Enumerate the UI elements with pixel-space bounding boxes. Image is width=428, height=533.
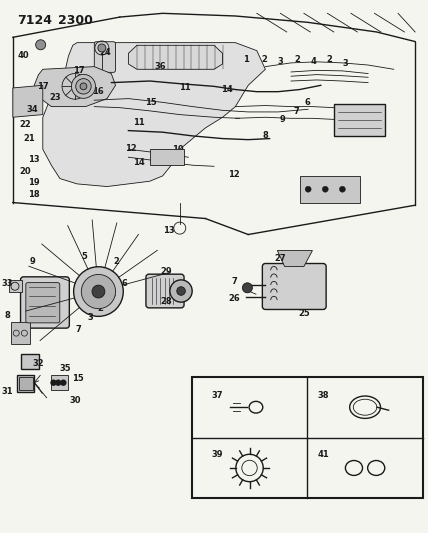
Text: 29: 29: [160, 268, 172, 276]
FancyBboxPatch shape: [26, 282, 60, 323]
Text: 35: 35: [59, 365, 71, 373]
Text: 30: 30: [69, 397, 80, 405]
Text: 33: 33: [2, 279, 13, 288]
Circle shape: [74, 266, 123, 317]
Text: 34: 34: [26, 105, 38, 114]
Bar: [11, 322, 30, 344]
Text: 6: 6: [121, 279, 127, 288]
Text: 26: 26: [229, 294, 241, 303]
Polygon shape: [34, 67, 116, 107]
Text: 25: 25: [298, 309, 310, 318]
Text: 41: 41: [317, 450, 329, 458]
Circle shape: [81, 274, 116, 309]
FancyBboxPatch shape: [262, 263, 326, 310]
FancyBboxPatch shape: [94, 42, 116, 72]
Text: 13: 13: [163, 227, 175, 235]
Text: 7: 7: [232, 277, 238, 286]
Circle shape: [61, 380, 66, 385]
Polygon shape: [13, 85, 43, 117]
Text: 27: 27: [274, 254, 286, 263]
Text: 11: 11: [179, 83, 191, 92]
Text: 22: 22: [20, 120, 32, 129]
Bar: [300, 176, 360, 203]
Text: 28: 28: [160, 297, 172, 305]
Bar: [334, 104, 385, 136]
Circle shape: [92, 285, 105, 298]
Text: 3: 3: [87, 313, 93, 321]
Text: 14: 14: [133, 158, 145, 167]
Circle shape: [36, 40, 46, 50]
Text: 19: 19: [28, 178, 40, 187]
Text: 7: 7: [293, 108, 299, 116]
Text: 9: 9: [29, 257, 35, 265]
Text: 13: 13: [28, 156, 40, 164]
Text: 21: 21: [23, 134, 35, 143]
Text: 18: 18: [28, 190, 40, 199]
Bar: [19, 377, 33, 390]
Circle shape: [71, 75, 95, 98]
Circle shape: [76, 79, 91, 94]
Text: 40: 40: [18, 52, 30, 60]
Text: 3: 3: [277, 57, 283, 66]
Text: 1: 1: [243, 55, 249, 64]
Text: 36: 36: [155, 62, 166, 70]
Polygon shape: [43, 43, 265, 187]
Text: 12: 12: [125, 144, 137, 152]
Polygon shape: [128, 45, 223, 69]
Text: 2: 2: [113, 257, 119, 265]
Text: 39: 39: [212, 450, 223, 458]
Text: 17: 17: [37, 82, 49, 91]
Circle shape: [51, 380, 56, 385]
Text: 31: 31: [2, 387, 14, 396]
Circle shape: [177, 287, 185, 295]
Text: 15: 15: [72, 374, 84, 383]
Bar: [17, 375, 34, 392]
Circle shape: [170, 280, 192, 302]
Circle shape: [56, 380, 61, 385]
Circle shape: [339, 186, 345, 192]
Text: 24: 24: [99, 48, 111, 56]
Circle shape: [98, 44, 106, 52]
Circle shape: [80, 83, 87, 90]
Text: 16: 16: [92, 87, 104, 96]
Text: 5: 5: [82, 253, 88, 261]
Bar: [150, 149, 184, 165]
Polygon shape: [277, 251, 312, 266]
Text: 6: 6: [304, 98, 310, 107]
Text: 3: 3: [343, 59, 349, 68]
Text: 9: 9: [279, 116, 285, 124]
Bar: [21, 354, 39, 369]
Bar: [192, 377, 423, 498]
Text: 8: 8: [262, 132, 268, 140]
Text: 7124: 7124: [17, 14, 52, 27]
Bar: [9, 280, 22, 292]
FancyBboxPatch shape: [21, 277, 69, 328]
Text: 10: 10: [172, 145, 184, 154]
Text: 17: 17: [73, 66, 85, 75]
Text: 23: 23: [50, 93, 62, 101]
Text: 7: 7: [75, 325, 81, 334]
Text: 4: 4: [310, 57, 316, 66]
Text: 8: 8: [5, 311, 11, 320]
Text: 2: 2: [294, 55, 300, 64]
Bar: [51, 375, 68, 390]
Text: 15: 15: [145, 98, 157, 107]
Text: 2300: 2300: [58, 14, 92, 27]
FancyBboxPatch shape: [146, 274, 184, 308]
Text: 14: 14: [221, 85, 233, 93]
Text: 4: 4: [109, 290, 115, 299]
Text: 2: 2: [327, 55, 333, 64]
Text: 38: 38: [318, 391, 329, 400]
Text: 37: 37: [212, 391, 223, 400]
Text: 12: 12: [228, 171, 240, 179]
Text: 2: 2: [262, 55, 268, 64]
Text: 11: 11: [133, 118, 145, 127]
Circle shape: [322, 186, 328, 192]
Circle shape: [242, 283, 253, 293]
Circle shape: [305, 186, 311, 192]
Text: 2: 2: [98, 304, 104, 312]
Text: 20: 20: [20, 167, 32, 176]
Text: 32: 32: [33, 359, 45, 368]
